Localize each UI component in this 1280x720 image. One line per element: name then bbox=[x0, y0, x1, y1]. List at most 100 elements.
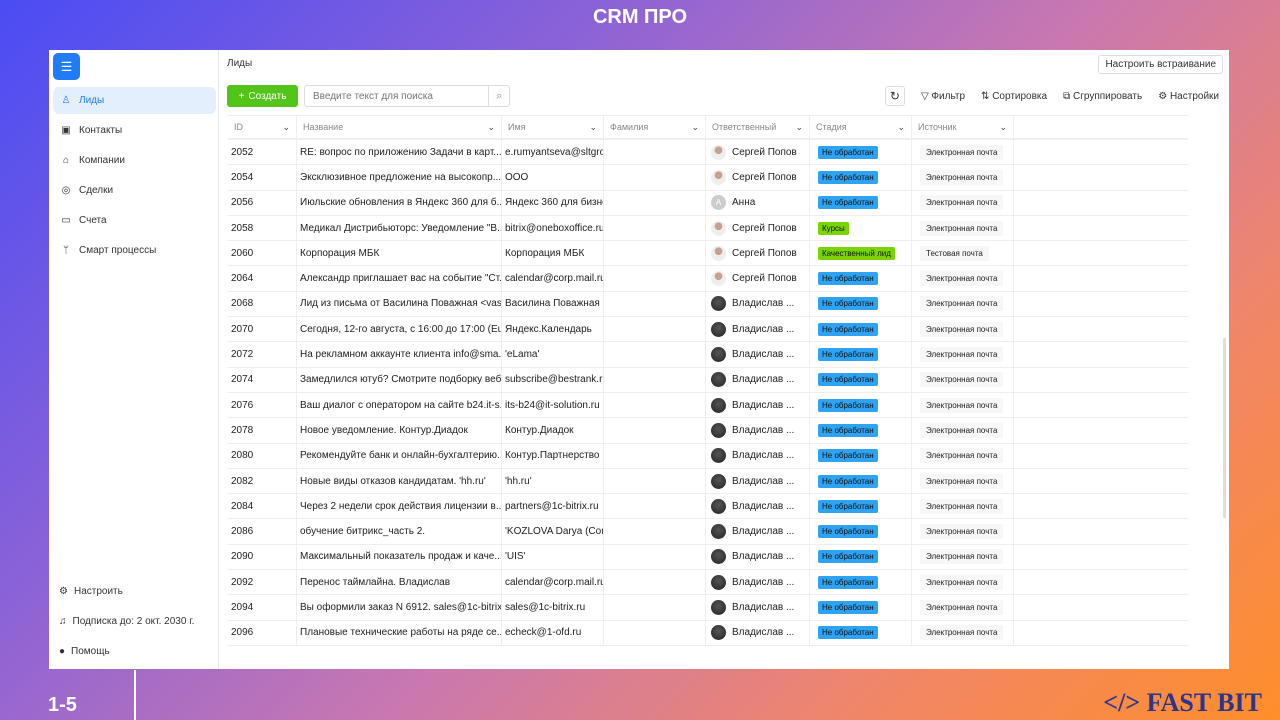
stage-badge: Не обработан bbox=[818, 196, 878, 210]
stage-cell: Не обработан bbox=[810, 342, 912, 367]
table-row[interactable]: 2080 Рекомендуйте банк и онлайн-бухгалте… bbox=[228, 443, 1188, 469]
sidebar-item[interactable]: ♙ Лиды bbox=[53, 87, 216, 114]
table-row[interactable]: 2052 RE: вопрос по приложению Задачи в к… bbox=[228, 140, 1188, 166]
table-row[interactable]: 2056 Июльские обновления в Яндекс 360 дл… bbox=[228, 190, 1188, 216]
owner-cell: Владислав ... bbox=[706, 494, 810, 519]
sidebar-item[interactable]: ᛘ Смарт процессы bbox=[53, 237, 216, 264]
surname-cell bbox=[604, 367, 706, 392]
surname-cell bbox=[604, 140, 706, 165]
source-cell: Электронная почта bbox=[912, 595, 1014, 620]
column-label: Имя bbox=[508, 122, 526, 132]
sort-button[interactable]: ⇅ Сортировка bbox=[981, 91, 1047, 102]
table-row[interactable]: 2074 Замедлился ютуб? Смотрите подборку … bbox=[228, 367, 1188, 393]
owner-cell: Владислав ... bbox=[706, 291, 810, 317]
column-header[interactable]: Стадия ⌄ bbox=[810, 116, 912, 138]
sidebar-item[interactable]: ◎ Сделки bbox=[53, 177, 216, 204]
chevron-down-icon[interactable]: ⌄ bbox=[999, 121, 1007, 132]
scrollbar[interactable] bbox=[1223, 338, 1226, 518]
table-row[interactable]: 2094 Вы оформили заказ N 6912. sales@1c-… bbox=[228, 595, 1188, 621]
sidebar-item[interactable]: ▭ Счета bbox=[53, 207, 216, 234]
chevron-down-icon[interactable]: ⌄ bbox=[795, 121, 803, 132]
chevron-down-icon[interactable]: ⌄ bbox=[589, 121, 597, 132]
name-cell: Контур.Партнерство bbox=[502, 443, 604, 468]
sidebar-item-label: Помощь bbox=[71, 646, 110, 657]
id-cell: 2068 bbox=[228, 291, 297, 317]
configure-embed-button[interactable]: Настроить встраивание bbox=[1098, 55, 1223, 74]
sidebar-item[interactable]: ▣ Контакты bbox=[53, 117, 216, 144]
column-header[interactable]: Название ⌄ bbox=[297, 116, 502, 138]
column-header[interactable]: Ответственный ⌄ bbox=[706, 116, 810, 138]
plus-icon: + bbox=[238, 90, 245, 102]
search-icon[interactable]: ⌕ bbox=[488, 85, 510, 107]
name-cell: Яндекс.Календарь bbox=[502, 317, 604, 342]
chevron-down-icon[interactable]: ⌄ bbox=[691, 121, 699, 132]
avatar bbox=[711, 271, 726, 287]
sidebar-item-label: Настроить bbox=[73, 586, 123, 597]
menu-toggle-button[interactable]: ☰ bbox=[53, 53, 80, 80]
source-tag: Электронная почта bbox=[920, 422, 1004, 438]
owner-cell: Владислав ... bbox=[706, 392, 810, 418]
owner-name: Владислав ... bbox=[732, 399, 795, 411]
id-cell: 2074 bbox=[228, 367, 297, 392]
owner-name: Владислав ... bbox=[732, 298, 795, 310]
sidebar-item-label: Счета bbox=[79, 215, 107, 226]
table-row[interactable]: 2058 Медикал Дистрибьюторс: Уведомление … bbox=[228, 215, 1188, 242]
sidebar-item[interactable]: ⌂ Компании bbox=[53, 147, 216, 174]
table-row[interactable]: 2054 Эксклюзивное предложение на высокоп… bbox=[228, 165, 1188, 191]
filter-button[interactable]: ▽ Фильтр bbox=[921, 91, 965, 102]
table-row[interactable]: 2076 Ваш диалог с оператором на сайте b2… bbox=[228, 392, 1188, 419]
table-row[interactable]: 2082 Новые виды отказов кандидатам. 'hh.… bbox=[228, 468, 1188, 495]
chevron-down-icon[interactable]: ⌄ bbox=[282, 121, 290, 132]
owner-cell: Сергей Попов bbox=[706, 140, 810, 165]
column-header[interactable]: Фамилия ⌄ bbox=[604, 116, 706, 138]
chevron-down-icon[interactable]: ⌄ bbox=[897, 121, 905, 132]
table-row[interactable]: 2096 Плановые технические работы на ряде… bbox=[228, 620, 1188, 646]
owner-name: Владислав ... bbox=[732, 526, 795, 538]
name-cell: Яндекс 360 для бизне bbox=[502, 190, 604, 215]
table-row[interactable]: 2084 Через 2 недели срок действия лиценз… bbox=[228, 494, 1188, 520]
source-cell: Электронная почта bbox=[912, 367, 1014, 392]
search-input[interactable] bbox=[304, 85, 510, 107]
surname-cell bbox=[604, 418, 706, 443]
stage-badge: Не обработан bbox=[818, 348, 878, 362]
bell-icon: ♫ bbox=[59, 616, 67, 627]
avatar bbox=[711, 397, 726, 413]
main-area: Лиды Настроить встраивание +Создать ⌕ ↻ … bbox=[220, 50, 1229, 669]
chevron-down-icon[interactable]: ⌄ bbox=[487, 121, 495, 132]
table-row[interactable]: 2078 Новое уведомление. Контур.Диадок Ко… bbox=[228, 418, 1188, 444]
column-header[interactable]: ID ⌄ bbox=[228, 116, 297, 138]
table-row[interactable]: 2060 Корпорация МБК Корпорация МБК Серге… bbox=[228, 241, 1188, 267]
table-row[interactable]: 2072 На рекламном аккаунте клиента info@… bbox=[228, 342, 1188, 368]
stage-cell: Курсы bbox=[810, 215, 912, 241]
column-header[interactable]: Источник ⌄ bbox=[912, 116, 1014, 138]
refresh-button[interactable]: ↻ bbox=[884, 86, 905, 106]
source-tag: Электронная почта bbox=[920, 625, 1004, 641]
sidebar-bottom-item[interactable]: ♫ Подписка до: 2 окт. 2030 г. bbox=[53, 616, 194, 627]
table-row[interactable]: 2070 Сегодня, 12-го августа, с 16:00 до … bbox=[228, 317, 1188, 343]
create-button[interactable]: + Создать bbox=[227, 85, 298, 107]
stage-cell: Не обработан bbox=[810, 266, 912, 291]
group-button[interactable]: ⧉ Сгруппировать bbox=[1063, 91, 1142, 102]
table-row[interactable]: 2068 Лид из письма от Василина Поважная … bbox=[228, 291, 1188, 318]
table-row[interactable]: 2092 Перенос таймлайна. Владислав calend… bbox=[228, 570, 1188, 596]
name-cell: Василина Поважная bbox=[502, 291, 604, 317]
surname-cell bbox=[604, 570, 706, 595]
title-cell: Июльские обновления в Яндекс 360 для б..… bbox=[297, 190, 502, 215]
surname-cell bbox=[604, 342, 706, 367]
title-cell: Плановые технические работы на ряде се..… bbox=[297, 620, 502, 645]
name-cell: bitrix@oneboxoffice.ru bbox=[502, 215, 604, 241]
sidebar-bottom-item[interactable]: ● Помощь bbox=[53, 646, 110, 657]
table-row[interactable]: 2086 обучение битрикс_часть 2. 'KOZLOVA … bbox=[228, 519, 1188, 545]
breadcrumb: Лиды bbox=[227, 58, 253, 69]
settings-button[interactable]: ⚙ Настройки bbox=[1158, 91, 1219, 102]
owner-name: Сергей Попов bbox=[732, 171, 797, 183]
column-header[interactable]: Имя ⌄ bbox=[502, 116, 604, 138]
owner-cell: Сергей Попов bbox=[706, 215, 810, 241]
sidebar-bottom-item[interactable]: ⚙ Настроить bbox=[53, 586, 123, 597]
source-tag: Электронная почта bbox=[920, 372, 1004, 388]
table-row[interactable]: 2090 Максимальный показатель продаж и ка… bbox=[228, 544, 1188, 571]
title-cell: Новые виды отказов кандидатам. 'hh.ru' bbox=[297, 468, 502, 494]
avatar bbox=[711, 574, 726, 590]
surname-cell bbox=[604, 544, 706, 570]
table-row[interactable]: 2064 Александр приглашает вас на событие… bbox=[228, 266, 1188, 292]
